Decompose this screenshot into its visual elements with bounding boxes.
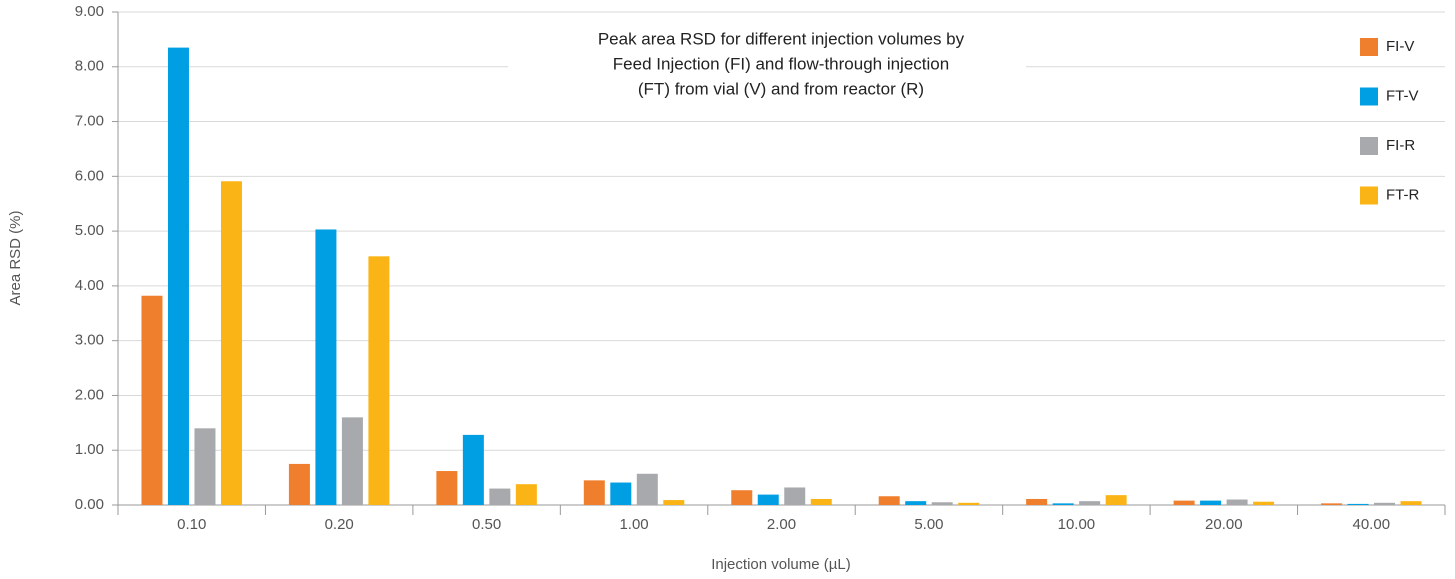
bar	[1226, 499, 1248, 505]
bar	[1105, 495, 1127, 505]
bar	[489, 488, 511, 505]
legend-label: FI-V	[1386, 38, 1414, 55]
legend-swatch	[1360, 137, 1378, 155]
bar	[663, 500, 685, 505]
x-tick-label: 0.20	[325, 516, 354, 533]
bar	[636, 473, 658, 505]
y-tick-label: 9.00	[75, 3, 104, 20]
bar	[583, 480, 605, 505]
y-tick-label: 6.00	[75, 167, 104, 184]
legend-swatch	[1360, 186, 1378, 205]
bar	[288, 463, 310, 505]
chart-title: (FT) from vial (V) and from reactor (R)	[638, 79, 924, 98]
y-tick-label: 3.00	[75, 332, 104, 349]
x-tick-label: 10.00	[1058, 516, 1096, 533]
bar	[784, 487, 806, 505]
y-axis-label: Area RSD (%)	[7, 210, 24, 305]
legend-label: FT-R	[1386, 186, 1419, 203]
bar	[1079, 501, 1101, 505]
y-tick-label: 4.00	[75, 277, 104, 294]
x-tick-label: 40.00	[1353, 516, 1391, 533]
bar	[462, 434, 484, 505]
bar	[220, 181, 242, 505]
x-tick-label: 5.00	[914, 516, 943, 533]
bar	[931, 502, 953, 505]
bar	[167, 47, 189, 505]
grid	[118, 11, 1445, 451]
bar	[1400, 501, 1422, 505]
bar	[1052, 503, 1074, 505]
x-axis-label: Injection volume (µL)	[711, 556, 851, 573]
bar	[141, 295, 163, 505]
y-tick-label: 8.00	[75, 58, 104, 75]
bar	[1347, 503, 1369, 505]
bar	[1321, 503, 1343, 505]
bar	[810, 498, 832, 505]
x-tick-label: 2.00	[767, 516, 796, 533]
bar	[341, 417, 363, 505]
x-tick-label: 20.00	[1205, 516, 1243, 533]
chart-title: Peak area RSD for different injection vo…	[598, 29, 965, 48]
legend-label: FI-R	[1386, 137, 1415, 154]
bar	[610, 482, 632, 505]
bar	[905, 501, 927, 505]
x-tick-label: 0.10	[177, 516, 206, 533]
bar	[1173, 500, 1195, 505]
x-tick-label: 0.50	[472, 516, 501, 533]
legend-swatch	[1360, 38, 1378, 56]
y-tick-label: 0.00	[75, 496, 104, 513]
title-box	[508, 24, 1026, 108]
bar	[1200, 500, 1222, 505]
bar	[1374, 502, 1396, 505]
bar	[757, 494, 779, 505]
bar	[515, 484, 537, 505]
chart-title: Feed Injection (FI) and flow-through inj…	[613, 54, 949, 73]
bar	[1253, 501, 1275, 505]
y-tick-label: 5.00	[75, 222, 104, 239]
bar	[958, 502, 980, 505]
bar	[194, 428, 216, 505]
bar	[731, 490, 753, 505]
bar	[1026, 498, 1048, 505]
y-tick-label: 7.00	[75, 113, 104, 130]
bar	[878, 496, 900, 505]
bar	[368, 256, 390, 505]
legend-swatch	[1360, 87, 1378, 106]
legend-label: FT-V	[1386, 87, 1419, 104]
bar	[436, 471, 458, 505]
x-tick-label: 1.00	[619, 516, 648, 533]
bar	[315, 229, 337, 505]
y-tick-label: 2.00	[75, 386, 104, 403]
y-tick-label: 1.00	[75, 441, 104, 458]
